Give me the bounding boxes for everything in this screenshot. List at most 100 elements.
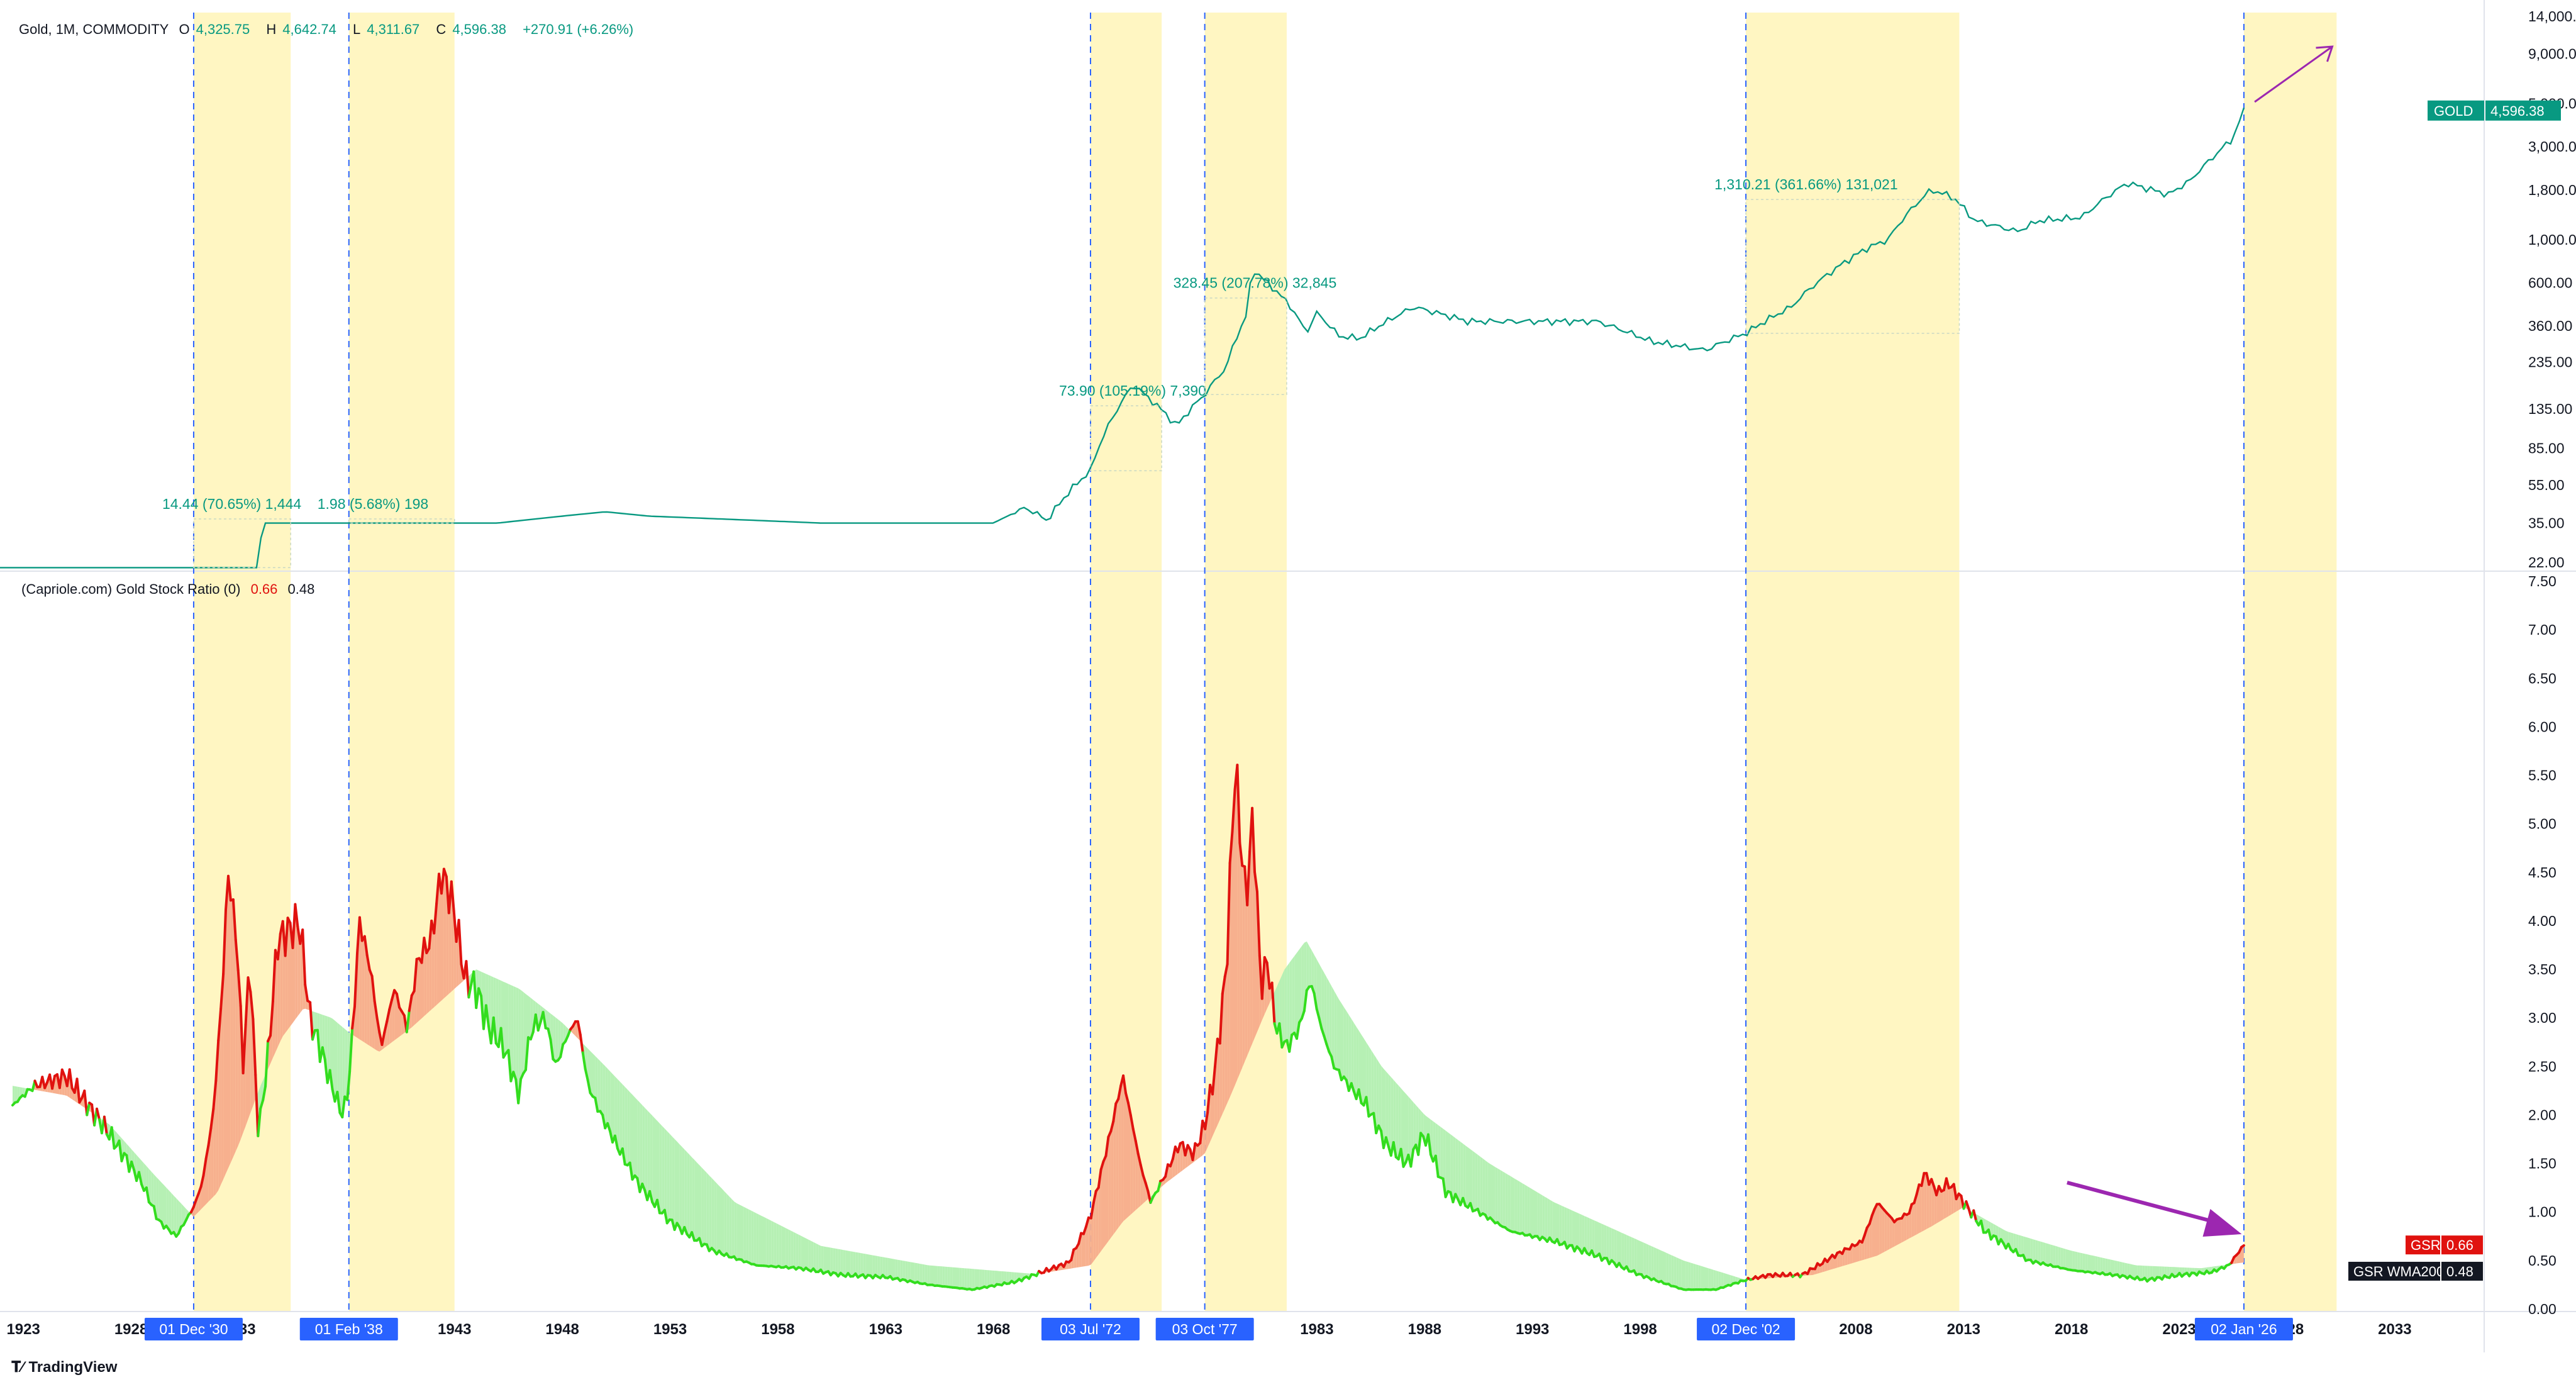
gsr-line-segment bbox=[1315, 1007, 1321, 1020]
gsr-line-segment bbox=[244, 976, 250, 1026]
gsr-fill-segment bbox=[1088, 1217, 1091, 1266]
gsr-fill-segment bbox=[2026, 1237, 2028, 1261]
gsr-fill-segment bbox=[1108, 1131, 1111, 1242]
gsr-fill-segment bbox=[1482, 1158, 1485, 1215]
gsr-fill-segment bbox=[880, 1256, 883, 1278]
gsr-fill-segment bbox=[786, 1228, 789, 1269]
gsr-fill-segment bbox=[1906, 1213, 1909, 1240]
gsr-line-segment bbox=[96, 1107, 101, 1121]
gsr-fill-segment bbox=[1475, 1152, 1478, 1210]
gsr-fill-segment bbox=[756, 1213, 759, 1266]
gsr-fill-segment bbox=[1510, 1176, 1513, 1232]
gsr-fill-segment bbox=[2132, 1264, 2135, 1279]
gsr-fill-segment bbox=[617, 1079, 620, 1155]
gsr-fill-segment bbox=[516, 987, 519, 1103]
gsr-fill-segment bbox=[1416, 1105, 1419, 1155]
gsr-fill-segment bbox=[1358, 1030, 1362, 1103]
gsr-line-segment bbox=[1399, 1147, 1405, 1168]
gsr-line-segment bbox=[1199, 1119, 1204, 1145]
gsr-line-segment bbox=[1226, 862, 1231, 966]
gsr-line-segment bbox=[222, 908, 227, 976]
gsr-fill-segment bbox=[1391, 1077, 1394, 1156]
gsr-line-segment bbox=[1384, 1136, 1390, 1148]
gsr-fill-segment bbox=[704, 1170, 707, 1245]
gsr-line-segment bbox=[1070, 1248, 1075, 1262]
gsr-line-segment bbox=[606, 1122, 612, 1133]
gsr-fill-segment bbox=[2038, 1240, 2041, 1265]
tradingview-logo[interactable]: 𝐓∕ TradingView bbox=[11, 1359, 117, 1376]
gsr-fill-segment bbox=[1728, 1274, 1731, 1286]
gsr-fill-segment bbox=[2119, 1261, 2123, 1278]
gsr-fill-segment bbox=[942, 1266, 945, 1287]
gsr-fill-segment bbox=[1133, 1128, 1136, 1213]
gsr-fill-segment bbox=[798, 1234, 801, 1268]
date-badge-bg-3 bbox=[1155, 1318, 1254, 1340]
gsr-fill-segment bbox=[959, 1267, 962, 1289]
ohlc-high: H 4,642.74 bbox=[266, 21, 336, 37]
gsr-line-segment bbox=[1077, 1232, 1083, 1245]
gsr-fill-segment bbox=[1524, 1184, 1528, 1235]
gsr-fill-segment bbox=[558, 1019, 561, 1061]
gsr-fill-segment bbox=[1557, 1203, 1560, 1245]
gsr-fill-segment bbox=[605, 1066, 608, 1128]
gsr-fill-segment bbox=[1235, 765, 1238, 1086]
gsr-fill-segment bbox=[1845, 1248, 1848, 1266]
gsr-fill-segment bbox=[1448, 1132, 1451, 1193]
gsr-line-segment bbox=[1236, 764, 1241, 845]
gsr-fill-segment bbox=[1634, 1238, 1637, 1275]
date-badge-bg-5 bbox=[2194, 1318, 2293, 1340]
gsr-tag-value: 0.66 bbox=[2446, 1237, 2473, 1253]
gsr-fill-segment bbox=[523, 992, 526, 1074]
gsr-fill-segment bbox=[957, 1267, 960, 1289]
gsr-fill-segment bbox=[1562, 1206, 1565, 1245]
price-axis-tick-9: 135.00 bbox=[2528, 401, 2572, 417]
gsr-fill-segment bbox=[2018, 1235, 2021, 1256]
gold-tag-value: 4,596.38 bbox=[2490, 103, 2545, 119]
gsr-fill-segment bbox=[511, 985, 514, 1081]
gsr-fill-segment bbox=[1306, 941, 1309, 991]
price-axis-tick-0: 14,000.00 bbox=[2528, 8, 2576, 25]
gsr-fill-segment bbox=[419, 958, 422, 1021]
gsr-fill-segment bbox=[709, 1175, 712, 1251]
gsr-line-segment bbox=[1099, 1160, 1105, 1171]
gsr-fill-segment bbox=[1636, 1239, 1639, 1275]
gsr-line-segment bbox=[1920, 1172, 1926, 1187]
gsr-fill-segment bbox=[701, 1167, 704, 1246]
gsr-fill-segment bbox=[1606, 1226, 1609, 1264]
gsr-fill-segment bbox=[2045, 1243, 2048, 1266]
gsr-line-segment bbox=[219, 972, 225, 1010]
gsr-fill-segment bbox=[337, 1022, 340, 1113]
measure-box-1 bbox=[348, 518, 455, 524]
gsr-line-segment bbox=[363, 935, 369, 957]
gsr-fill-segment bbox=[518, 988, 521, 1103]
gsr-line-segment bbox=[1218, 992, 1224, 1045]
gsr-fill-segment bbox=[2157, 1266, 2160, 1278]
gsr-fill-segment bbox=[2030, 1239, 2033, 1264]
gsr-fill-segment bbox=[394, 990, 397, 1040]
gsr-fill-segment bbox=[1984, 1218, 1986, 1233]
gsr-fill-segment bbox=[779, 1224, 782, 1267]
gsr-fill-segment bbox=[1696, 1264, 1699, 1290]
gsr-fill-segment bbox=[1690, 1262, 1694, 1290]
gsr-fill-segment bbox=[2095, 1256, 2098, 1274]
gsr-fill-segment bbox=[1460, 1142, 1463, 1205]
gsr-line-segment bbox=[1109, 1120, 1115, 1133]
gsr-fill-segment bbox=[2040, 1241, 2043, 1265]
gsr-fill-segment bbox=[2021, 1235, 2024, 1256]
gsr-fill-segment bbox=[706, 1173, 709, 1251]
gsr-fill-segment bbox=[424, 938, 427, 1017]
gsr-arrow-icon bbox=[2067, 1181, 2224, 1226]
gsr-fill-segment bbox=[897, 1259, 901, 1281]
gsr-line-segment bbox=[1338, 1068, 1343, 1081]
gsr-fill-segment bbox=[2140, 1265, 2143, 1280]
date-badge-1: 01 Feb '38 bbox=[315, 1321, 383, 1337]
gsr-fill-segment bbox=[1921, 1173, 1924, 1232]
gsr-fill-segment bbox=[811, 1240, 814, 1271]
gsr-fill-segment bbox=[1685, 1261, 1689, 1290]
gsr-axis-tick-4: 5.50 bbox=[2528, 767, 2557, 784]
gsr-line-segment bbox=[525, 1036, 530, 1071]
gsr-fill-segment bbox=[2107, 1259, 2111, 1275]
gsr-fill-segment bbox=[1931, 1179, 1935, 1227]
gsr-fill-segment bbox=[997, 1271, 999, 1285]
